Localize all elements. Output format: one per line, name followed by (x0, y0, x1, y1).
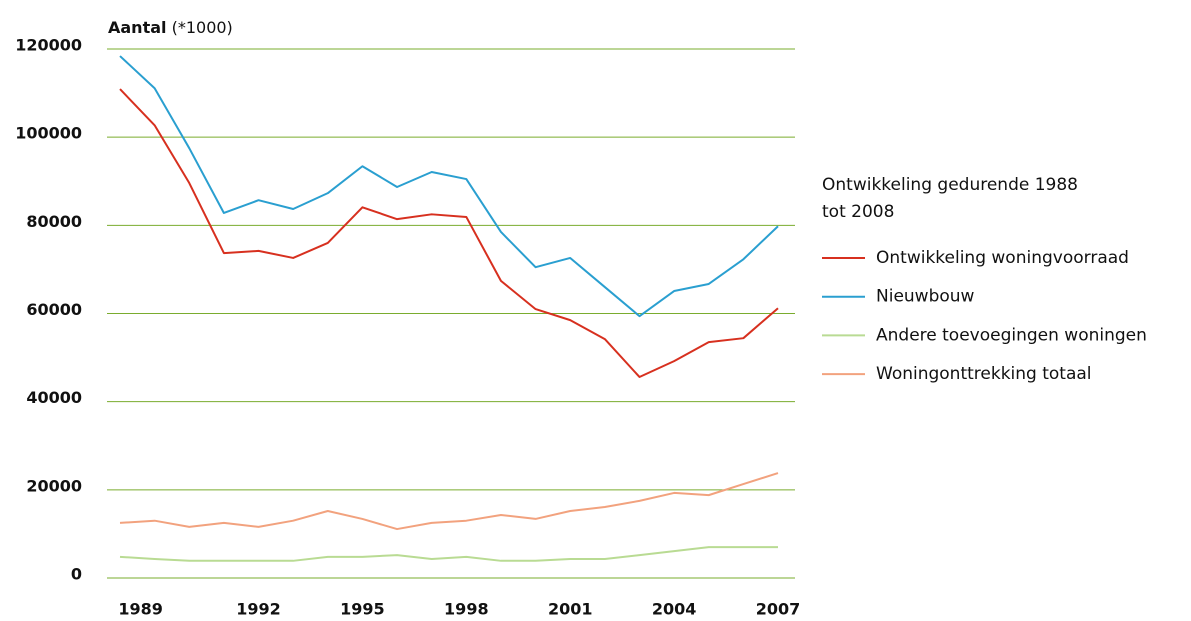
x-tick-label: 2007 (756, 600, 801, 619)
legend-label: Ontwikkeling woningvoorraad (876, 248, 1129, 268)
series-line (119, 472, 779, 531)
series-line (119, 88, 779, 378)
legend-label: Andere toevoegingen woningen (876, 325, 1147, 345)
y-tick-label: 20000 (26, 476, 82, 495)
x-tick-label: 1998 (444, 600, 489, 619)
y-tick-label: 60000 (26, 300, 82, 319)
series-line (119, 55, 779, 318)
y-tick-label: 120000 (15, 36, 82, 55)
x-tick-label: 1992 (236, 600, 281, 619)
legend-title: Ontwikkeling gedurende 1988 tot 2008 (822, 175, 1078, 222)
y-axis-title: Aantal (*1000) (108, 18, 233, 37)
y-axis-label: Aantal (108, 18, 167, 37)
y-tick-label: 80000 (26, 212, 82, 231)
x-tick-label: 2001 (548, 600, 593, 619)
y-axis-unit: (*1000) (172, 18, 233, 37)
y-tick-label: 0 (71, 565, 82, 584)
y-tick-label: 100000 (15, 124, 82, 143)
series-line (119, 546, 778, 562)
y-tick-label: 40000 (26, 388, 82, 407)
x-tick-label: 1989 (118, 600, 163, 619)
x-tick-label: 1995 (340, 600, 385, 619)
legend-label: Woningonttrekking totaal (876, 364, 1092, 384)
legend-label: Nieuwbouw (876, 287, 975, 307)
x-tick-label: 2004 (652, 600, 697, 619)
